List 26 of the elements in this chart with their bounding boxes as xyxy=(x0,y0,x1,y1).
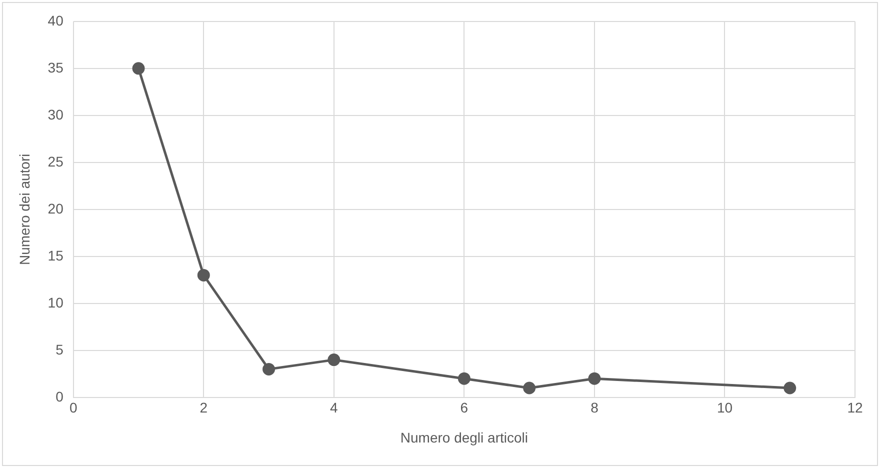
point xyxy=(784,382,796,394)
point xyxy=(262,362,276,376)
y-tick-label: 30 xyxy=(48,106,64,122)
y-tick-label: 35 xyxy=(48,59,64,76)
point xyxy=(588,372,601,385)
point xyxy=(523,382,536,394)
x-tick-label: 2 xyxy=(200,400,208,416)
y-tick-label: 20 xyxy=(48,200,64,216)
y-tick-label: 10 xyxy=(48,294,64,310)
x-tick-label: 0 xyxy=(69,400,78,416)
y-tick-label: 5 xyxy=(56,341,64,358)
x-axis-title: Numero degli articoli xyxy=(400,429,528,446)
x-tick-label: 6 xyxy=(460,400,468,416)
x-tick-label: 12 xyxy=(847,400,863,416)
y-tick-label: 40 xyxy=(48,12,64,28)
point xyxy=(132,62,145,75)
x-tick-label: 8 xyxy=(590,400,599,416)
y-axis-title: Numero dei autori xyxy=(16,154,32,266)
y-tick-label: 25 xyxy=(48,153,64,170)
point xyxy=(197,268,210,282)
point xyxy=(458,372,470,385)
point xyxy=(328,354,340,366)
y-tick-label: 15 xyxy=(48,247,64,264)
y-tick-label: 0 xyxy=(56,388,64,404)
x-tick-label: 10 xyxy=(716,400,733,416)
x-tick-label: 4 xyxy=(330,400,338,416)
